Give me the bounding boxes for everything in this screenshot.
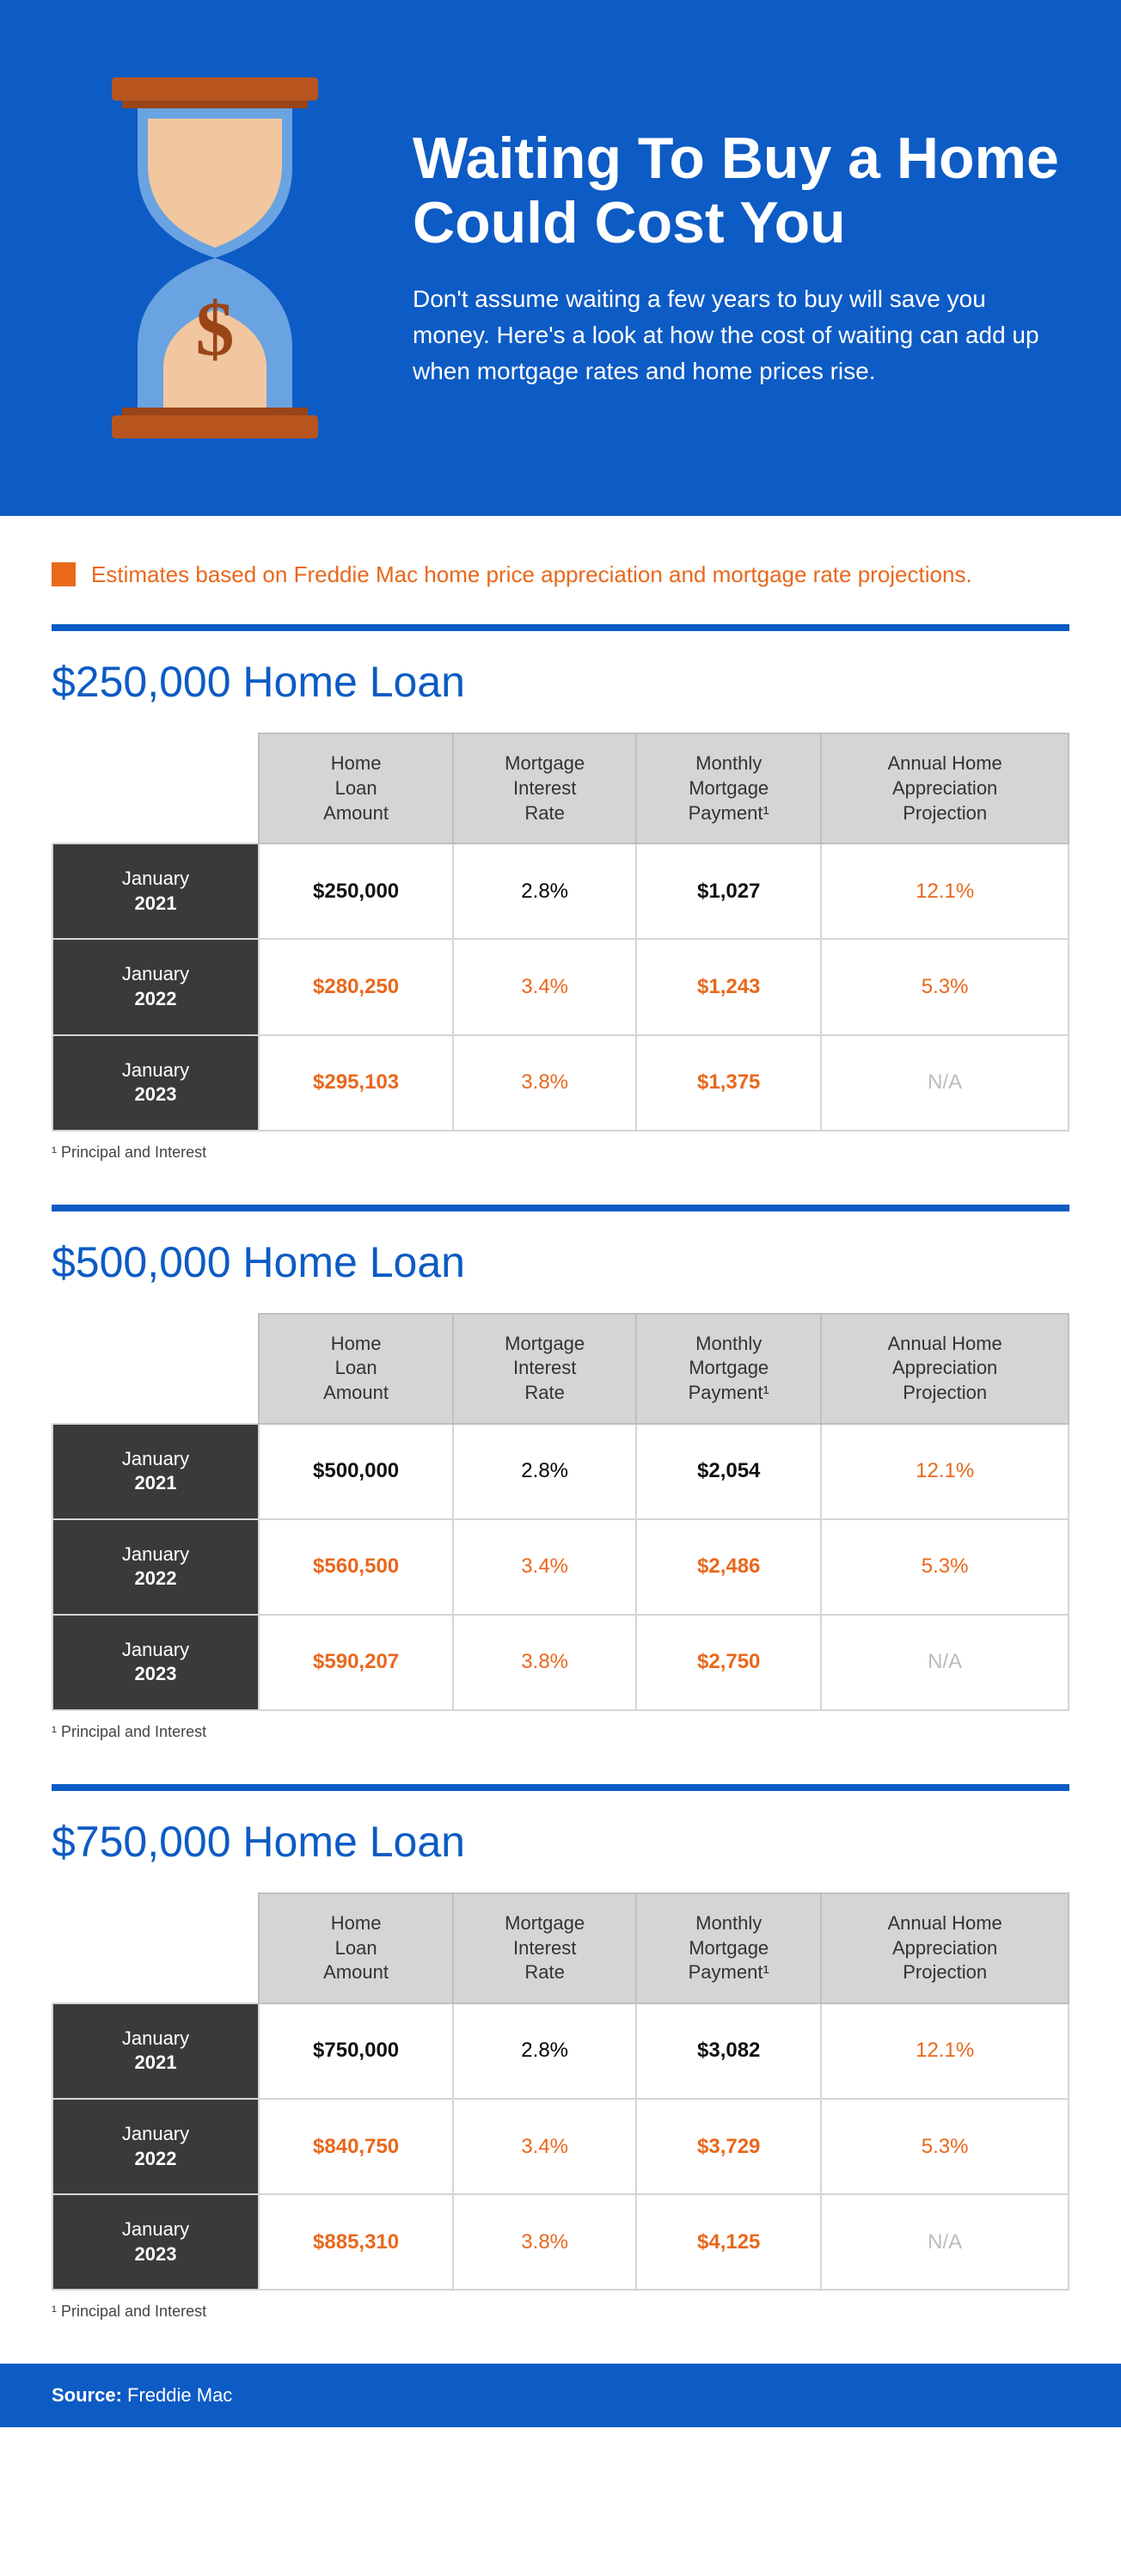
cell-rate: 3.4%	[453, 1519, 636, 1615]
source-label: Source:	[52, 2384, 122, 2406]
row-date-label: January2022	[52, 2099, 259, 2194]
source-value: Freddie Mac	[122, 2384, 232, 2406]
content-area: Estimates based on Freddie Mac home pric…	[0, 516, 1121, 2321]
cell-payment: $2,486	[636, 1519, 821, 1615]
loan-table: HomeLoanAmountMortgageInterestRateMonthl…	[52, 733, 1069, 1131]
blank-header	[52, 1893, 259, 2003]
cell-appreciation: 12.1%	[821, 1424, 1069, 1519]
hero-section: $ Waiting To Buy a Home Could Cost You D…	[0, 0, 1121, 516]
estimate-note: Estimates based on Freddie Mac home pric…	[52, 559, 1069, 590]
svg-text:$: $	[196, 287, 235, 372]
table-row: January2022$560,5003.4%$2,4865.3%	[52, 1519, 1069, 1615]
table-row: January2023$590,2073.8%$2,750N/A	[52, 1615, 1069, 1710]
cell-payment: $4,125	[636, 2194, 821, 2290]
column-header: Annual HomeAppreciationProjection	[821, 1893, 1069, 2003]
hero-title: Waiting To Buy a Home Could Cost You	[413, 126, 1069, 255]
cell-appreciation: N/A	[821, 1615, 1069, 1710]
table-footnote: ¹ Principal and Interest	[52, 1144, 1069, 1162]
section-title: $500,000 Home Loan	[52, 1237, 1069, 1287]
note-marker-icon	[52, 562, 76, 586]
cell-rate: 3.4%	[453, 939, 636, 1034]
column-header: MortgageInterestRate	[453, 1893, 636, 2003]
table-footnote: ¹ Principal and Interest	[52, 2303, 1069, 2321]
cell-rate: 2.8%	[453, 2003, 636, 2099]
column-header: HomeLoanAmount	[259, 1314, 453, 1424]
table-row: January2022$280,2503.4%$1,2435.3%	[52, 939, 1069, 1034]
hero-text: Waiting To Buy a Home Could Cost You Don…	[413, 126, 1069, 389]
cell-amount: $295,103	[259, 1035, 453, 1131]
column-header: HomeLoanAmount	[259, 733, 453, 843]
cell-rate: 3.8%	[453, 2194, 636, 2290]
cell-rate: 3.4%	[453, 2099, 636, 2194]
cell-amount: $750,000	[259, 2003, 453, 2099]
cell-payment: $3,082	[636, 2003, 821, 2099]
cell-amount: $500,000	[259, 1424, 453, 1519]
section-divider	[52, 1784, 1069, 1791]
blank-header	[52, 733, 259, 843]
row-date-label: January2021	[52, 1424, 259, 1519]
row-date-label: January2022	[52, 1519, 259, 1615]
column-header: MonthlyMortgagePayment¹	[636, 1314, 821, 1424]
table-row: January2021$250,0002.8%$1,02712.1%	[52, 843, 1069, 939]
row-date-label: January2022	[52, 939, 259, 1034]
column-header: MortgageInterestRate	[453, 1314, 636, 1424]
section-title: $750,000 Home Loan	[52, 1817, 1069, 1867]
cell-amount: $590,207	[259, 1615, 453, 1710]
hero-subtitle: Don't assume waiting a few years to buy …	[413, 281, 1069, 389]
loan-table: HomeLoanAmountMortgageInterestRateMonthl…	[52, 1313, 1069, 1711]
row-date-label: January2021	[52, 843, 259, 939]
cell-appreciation: 5.3%	[821, 1519, 1069, 1615]
loan-table: HomeLoanAmountMortgageInterestRateMonthl…	[52, 1892, 1069, 2291]
table-row: January2023$295,1033.8%$1,375N/A	[52, 1035, 1069, 1131]
cell-payment: $3,729	[636, 2099, 821, 2194]
cell-payment: $1,375	[636, 1035, 821, 1131]
table-row: January2023$885,3103.8%$4,125N/A	[52, 2194, 1069, 2290]
table-row: January2022$840,7503.4%$3,7295.3%	[52, 2099, 1069, 2194]
cell-amount: $560,500	[259, 1519, 453, 1615]
cell-payment: $1,243	[636, 939, 821, 1034]
cell-rate: 2.8%	[453, 843, 636, 939]
cell-amount: $280,250	[259, 939, 453, 1034]
column-header: MonthlyMortgagePayment¹	[636, 733, 821, 843]
cell-amount: $250,000	[259, 843, 453, 939]
cell-appreciation: N/A	[821, 1035, 1069, 1131]
note-text: Estimates based on Freddie Mac home pric…	[91, 559, 972, 590]
row-date-label: January2023	[52, 1035, 259, 1131]
row-date-label: January2023	[52, 2194, 259, 2290]
cell-rate: 2.8%	[453, 1424, 636, 1519]
cell-payment: $1,027	[636, 843, 821, 939]
blank-header	[52, 1314, 259, 1424]
row-date-label: January2023	[52, 1615, 259, 1710]
table-footnote: ¹ Principal and Interest	[52, 1723, 1069, 1741]
cell-appreciation: N/A	[821, 2194, 1069, 2290]
cell-payment: $2,750	[636, 1615, 821, 1710]
cell-appreciation: 5.3%	[821, 939, 1069, 1034]
column-header: Annual HomeAppreciationProjection	[821, 733, 1069, 843]
source-bar: Source: Freddie Mac	[0, 2364, 1121, 2427]
cell-payment: $2,054	[636, 1424, 821, 1519]
cell-rate: 3.8%	[453, 1035, 636, 1131]
table-row: January2021$500,0002.8%$2,05412.1%	[52, 1424, 1069, 1519]
hourglass-icon: $	[52, 52, 378, 464]
cell-appreciation: 12.1%	[821, 843, 1069, 939]
cell-appreciation: 5.3%	[821, 2099, 1069, 2194]
cell-appreciation: 12.1%	[821, 2003, 1069, 2099]
column-header: Annual HomeAppreciationProjection	[821, 1314, 1069, 1424]
row-date-label: January2021	[52, 2003, 259, 2099]
section-divider	[52, 1205, 1069, 1211]
table-row: January2021$750,0002.8%$3,08212.1%	[52, 2003, 1069, 2099]
column-header: MonthlyMortgagePayment¹	[636, 1893, 821, 2003]
cell-amount: $885,310	[259, 2194, 453, 2290]
section-title: $250,000 Home Loan	[52, 657, 1069, 707]
cell-rate: 3.8%	[453, 1615, 636, 1710]
section-divider	[52, 624, 1069, 631]
column-header: HomeLoanAmount	[259, 1893, 453, 2003]
cell-amount: $840,750	[259, 2099, 453, 2194]
column-header: MortgageInterestRate	[453, 733, 636, 843]
